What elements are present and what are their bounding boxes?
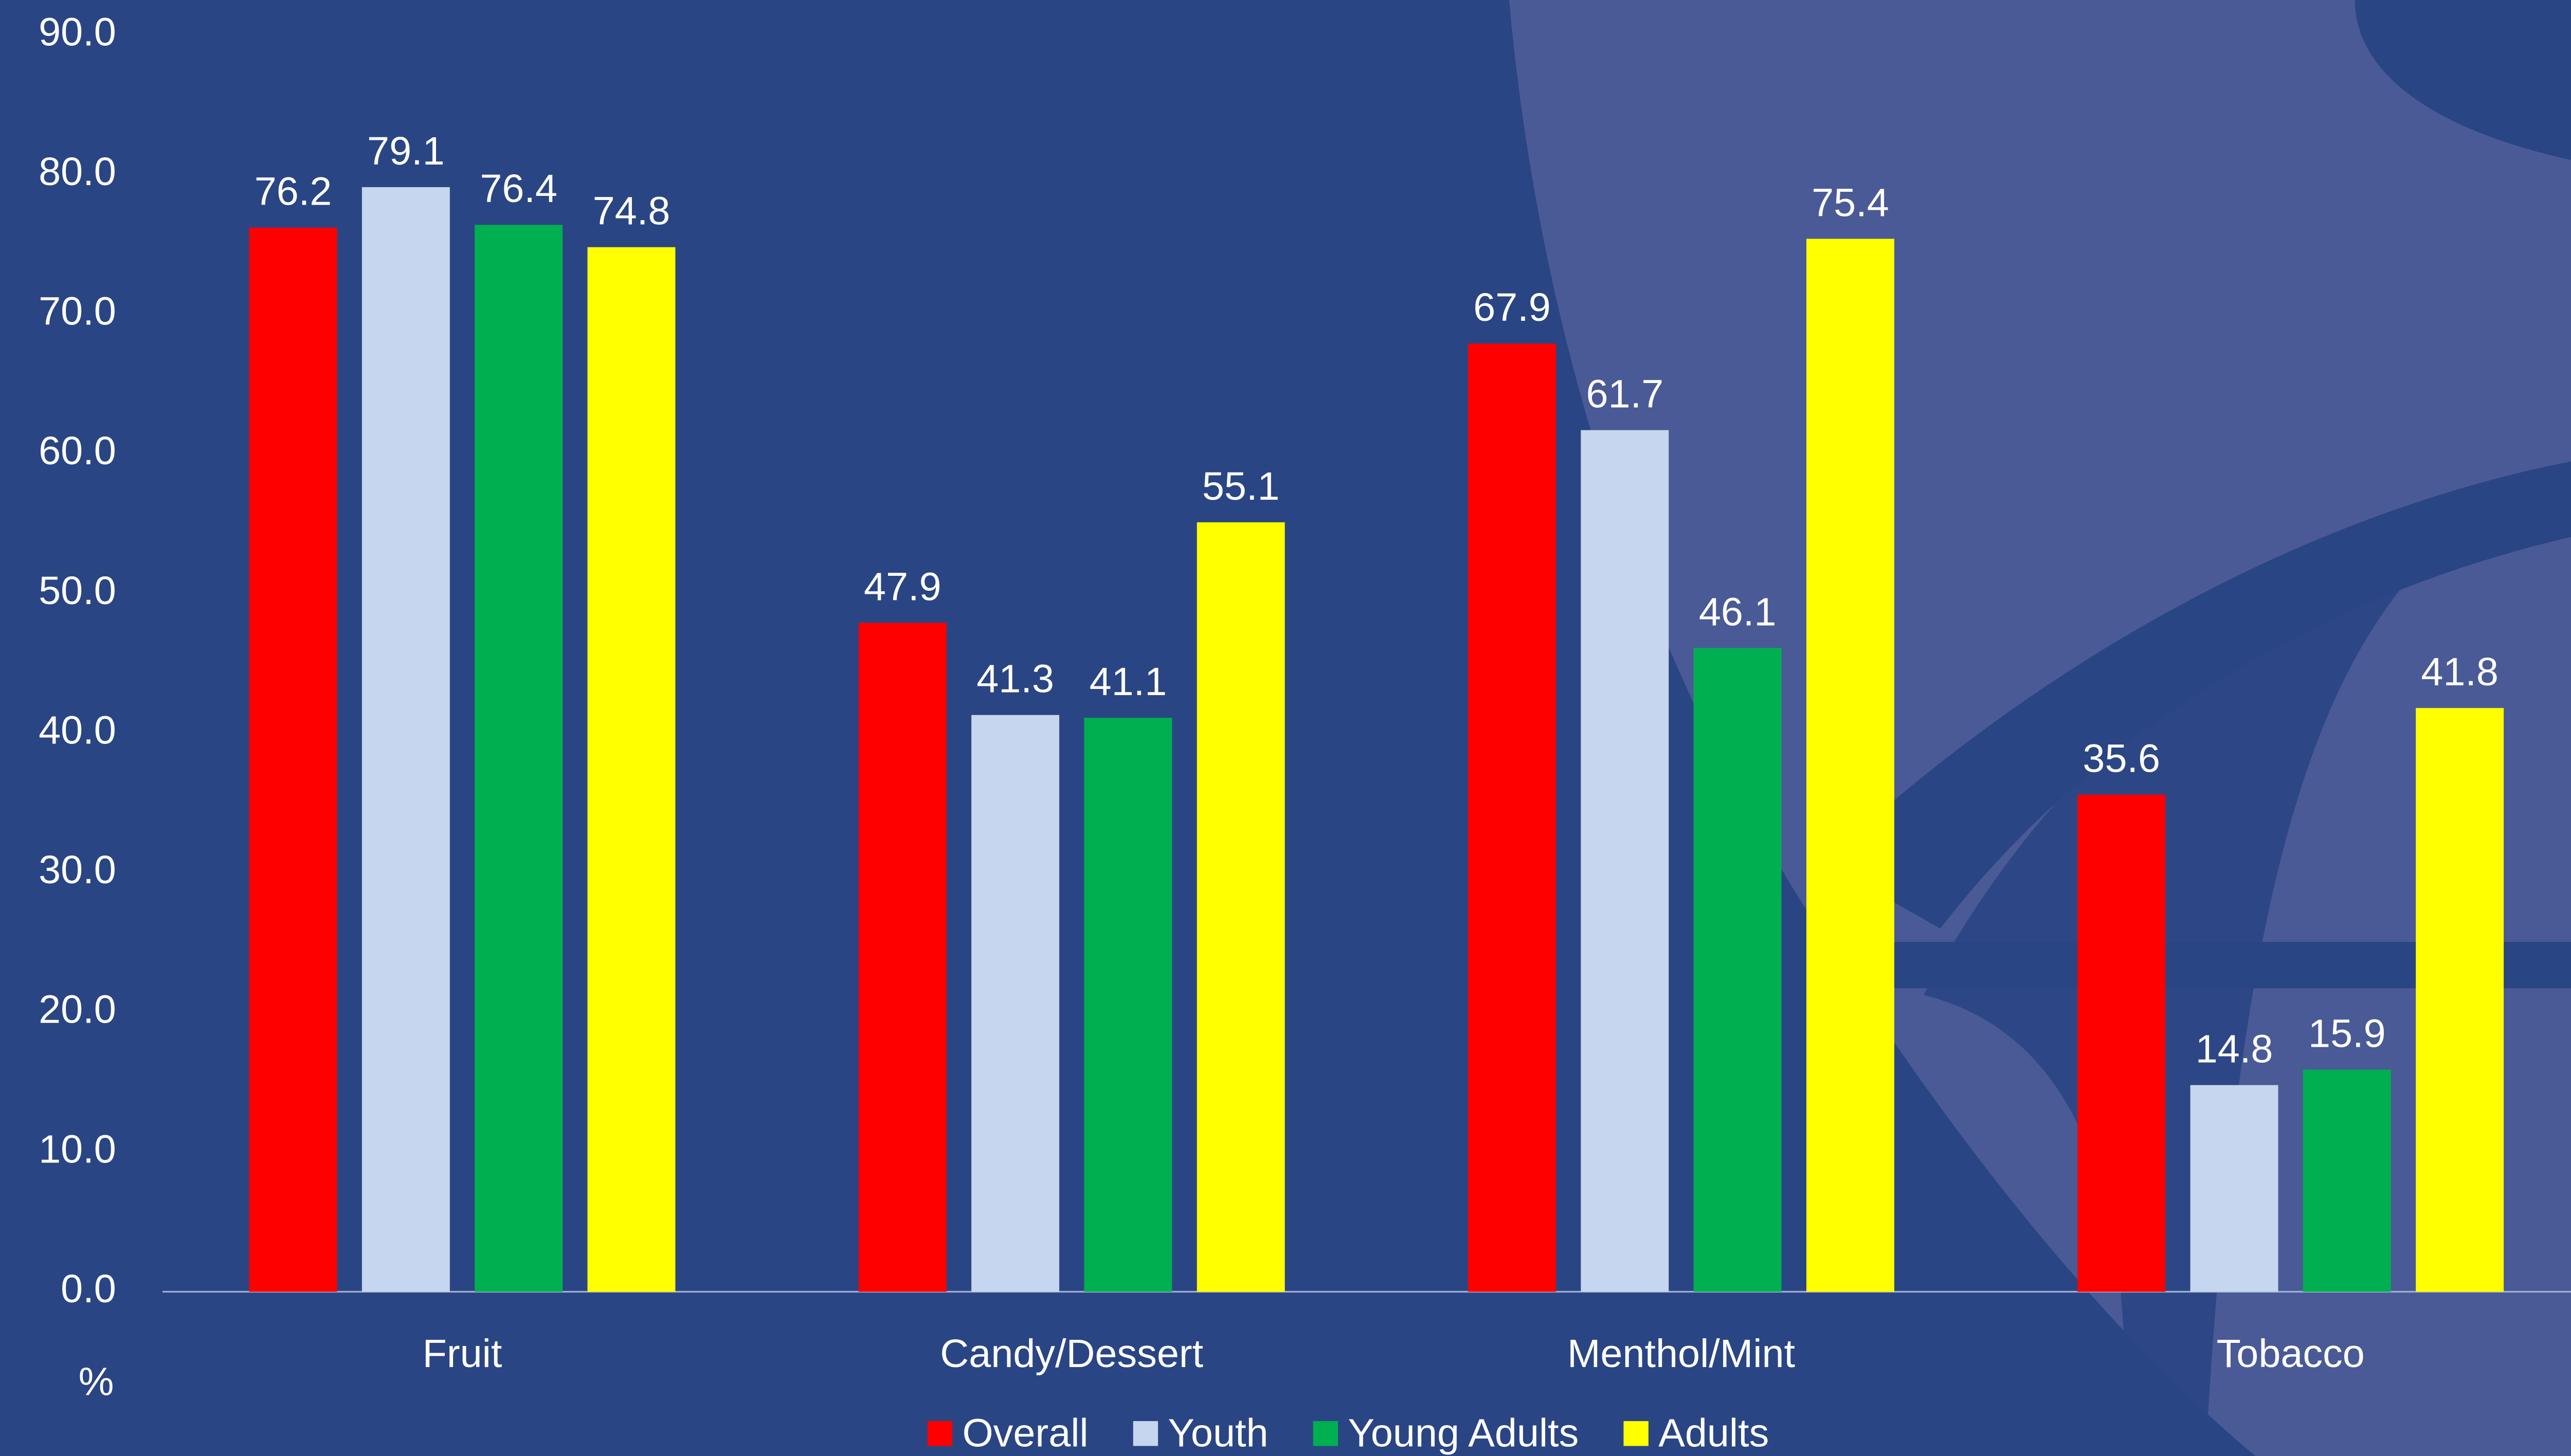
bar xyxy=(859,623,947,1291)
bar xyxy=(1806,239,1894,1291)
x-tick-label: Menthol/Mint xyxy=(1567,1332,1795,1376)
y-tick-label: 10.0 xyxy=(39,1127,116,1171)
y-tick-label: 40.0 xyxy=(39,708,116,752)
y-axis-label: % xyxy=(79,1360,114,1404)
legend-label: Overall xyxy=(962,1411,1088,1455)
bar xyxy=(475,225,563,1291)
bar xyxy=(971,715,1059,1292)
x-tick-label: Fruit xyxy=(423,1332,502,1376)
bar xyxy=(1084,718,1172,1291)
value-label: 41.3 xyxy=(976,657,1054,701)
value-label: 74.8 xyxy=(593,189,671,233)
y-tick-label: 0.0 xyxy=(61,1267,116,1311)
bar xyxy=(1581,430,1669,1292)
value-label: 14.8 xyxy=(2196,1027,2273,1071)
bar xyxy=(1694,648,1782,1291)
y-tick-label: 20.0 xyxy=(39,988,116,1032)
x-tick-label: Tobacco xyxy=(2217,1332,2365,1376)
bar xyxy=(362,187,450,1292)
value-label: 46.1 xyxy=(1699,590,1777,634)
y-tick-label: 70.0 xyxy=(39,289,116,334)
value-label: 61.7 xyxy=(1586,372,1664,416)
value-label: 41.1 xyxy=(1090,660,1167,704)
value-label: 79.1 xyxy=(367,129,445,173)
bar xyxy=(2190,1085,2278,1292)
legend-swatch xyxy=(1133,1421,1158,1446)
value-label: 75.4 xyxy=(1812,180,1889,225)
bar xyxy=(588,247,676,1292)
value-label: 67.9 xyxy=(1473,285,1551,330)
value-label: 76.2 xyxy=(255,170,332,214)
bar xyxy=(249,228,337,1292)
bar xyxy=(1468,343,1556,1291)
legend-swatch xyxy=(1313,1421,1338,1446)
bar xyxy=(2077,795,2165,1292)
y-tick-label: 30.0 xyxy=(39,848,116,892)
chart: % 0.0 10.0 20.0 30.0 40.0 50.0 60.0 70.0 80.0 90.… xyxy=(0,0,2571,1456)
legend-label: Youth xyxy=(1168,1411,1268,1455)
y-tick-label: 90.0 xyxy=(39,10,116,54)
value-label: 47.9 xyxy=(864,565,942,609)
y-tick-label: 60.0 xyxy=(39,429,116,473)
value-label: 15.9 xyxy=(2308,1012,2386,1056)
legend-label: Adults xyxy=(1658,1411,1769,1455)
value-label: 35.6 xyxy=(2083,737,2160,781)
bar xyxy=(2303,1070,2391,1292)
bar xyxy=(1197,522,1285,1292)
bar xyxy=(2416,708,2504,1291)
value-label: 41.8 xyxy=(2421,650,2498,694)
legend-label: Young Adults xyxy=(1348,1411,1579,1455)
value-label: 55.1 xyxy=(1202,464,1280,508)
value-label: 76.4 xyxy=(480,167,557,211)
y-tick-label: 80.0 xyxy=(39,150,116,194)
legend-swatch xyxy=(1623,1421,1648,1446)
legend-swatch xyxy=(928,1421,952,1446)
y-tick-label: 50.0 xyxy=(39,569,116,613)
x-tick-label: Candy/Dessert xyxy=(940,1332,1203,1376)
